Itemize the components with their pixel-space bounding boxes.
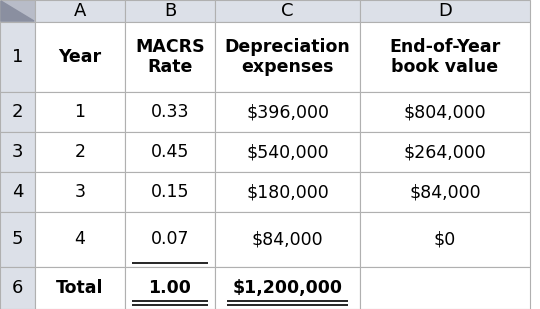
Bar (360, 172, 530, 212)
Text: Total: Total (56, 279, 104, 297)
Text: MACRS
Rate: MACRS Rate (135, 38, 205, 76)
Bar (215, 22, 360, 92)
Bar (215, 132, 360, 172)
Bar (35, 267, 125, 309)
Text: $264,000: $264,000 (403, 143, 487, 161)
Bar (0, 132, 35, 172)
Bar (125, 92, 215, 132)
Bar (215, 212, 360, 267)
Bar (35, 0, 125, 22)
Bar (0, 22, 35, 92)
Text: 0.33: 0.33 (151, 103, 189, 121)
Text: $0: $0 (434, 231, 456, 248)
Bar (125, 172, 215, 212)
Text: 0.07: 0.07 (151, 231, 189, 248)
Bar (35, 22, 125, 92)
Text: $180,000: $180,000 (246, 183, 329, 201)
Text: 4: 4 (12, 183, 23, 201)
Bar (35, 132, 125, 172)
Text: $804,000: $804,000 (404, 103, 487, 121)
Text: B: B (164, 2, 176, 20)
Bar (125, 0, 215, 22)
Text: Depreciation
expenses: Depreciation expenses (225, 38, 350, 76)
Text: 0.15: 0.15 (151, 183, 189, 201)
Text: 5: 5 (12, 231, 23, 248)
Bar (35, 92, 125, 132)
Text: C: C (281, 2, 294, 20)
Text: 3: 3 (75, 183, 85, 201)
Text: $1,200,000: $1,200,000 (233, 279, 342, 297)
Bar (360, 132, 530, 172)
Bar (360, 212, 530, 267)
Text: $396,000: $396,000 (246, 103, 329, 121)
Bar (360, 267, 530, 309)
Bar (215, 0, 360, 22)
Text: $84,000: $84,000 (252, 231, 323, 248)
Text: 1: 1 (12, 48, 23, 66)
Text: 1: 1 (75, 103, 85, 121)
Bar (35, 212, 125, 267)
Bar (35, 172, 125, 212)
Bar (0, 267, 35, 309)
Polygon shape (1, 1, 34, 21)
Text: 2: 2 (75, 143, 85, 161)
Bar (0, 212, 35, 267)
Text: 1.00: 1.00 (148, 279, 192, 297)
Text: Year: Year (58, 48, 102, 66)
Text: 2: 2 (12, 103, 23, 121)
Bar (360, 92, 530, 132)
Text: 3: 3 (12, 143, 23, 161)
Text: D: D (438, 2, 452, 20)
Bar (0, 0, 35, 22)
Bar (215, 172, 360, 212)
Bar (360, 22, 530, 92)
Bar (125, 212, 215, 267)
Bar (125, 267, 215, 309)
Text: $84,000: $84,000 (409, 183, 481, 201)
Bar (360, 0, 530, 22)
Text: $540,000: $540,000 (246, 143, 329, 161)
Bar (215, 92, 360, 132)
Text: End-of-Year
book value: End-of-Year book value (389, 38, 501, 76)
Text: A: A (74, 2, 86, 20)
Text: 6: 6 (12, 279, 23, 297)
Bar (125, 132, 215, 172)
Bar (0, 92, 35, 132)
Text: 4: 4 (75, 231, 85, 248)
Text: 0.45: 0.45 (151, 143, 189, 161)
Bar (125, 22, 215, 92)
Bar (0, 172, 35, 212)
Bar (215, 267, 360, 309)
